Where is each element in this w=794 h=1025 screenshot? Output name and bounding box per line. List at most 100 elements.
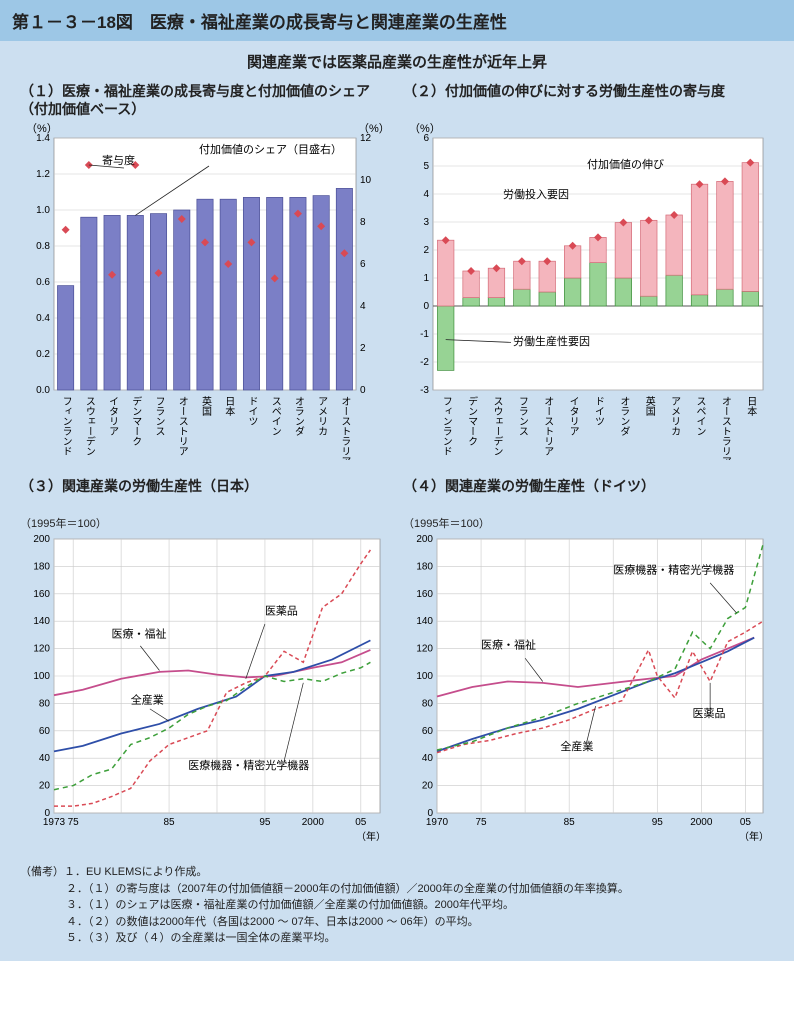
svg-text:0: 0 (360, 385, 366, 396)
panel-3-sub: （1995年＝100） (20, 515, 391, 531)
svg-text:4: 4 (423, 189, 429, 200)
svg-text:100: 100 (416, 671, 433, 682)
svg-text:100: 100 (33, 671, 50, 682)
figure-title: 第１－３－18図 医療・福祉産業の成長寄与と関連産業の生産性 (0, 0, 794, 41)
svg-text:200: 200 (416, 534, 433, 545)
svg-text:（年）: （年） (739, 830, 769, 843)
svg-text:60: 60 (39, 726, 51, 737)
svg-text:オーストラリア: オーストラリア (339, 396, 350, 460)
note-5: ５．（３）及び（４）の全産業は一国全体の産業平均。 (20, 930, 774, 947)
panel-4: （４）関連産業の労働生産性（ドイツ） （1995年＝100） 020406080… (397, 473, 780, 856)
svg-text:医薬品: 医薬品 (265, 605, 298, 618)
svg-text:オーストリア: オーストリア (176, 396, 187, 456)
svg-text:医療機器・精密光学機器: 医療機器・精密光学機器 (613, 563, 734, 577)
svg-text:日本: 日本 (223, 396, 235, 417)
svg-text:労働投入要因: 労働投入要因 (503, 187, 569, 201)
svg-text:2000: 2000 (690, 817, 713, 828)
svg-text:80: 80 (422, 699, 434, 710)
svg-text:フランス: フランス (153, 396, 164, 436)
svg-text:ドイツ: ドイツ (593, 396, 605, 426)
svg-text:-3: -3 (420, 385, 429, 396)
svg-text:2000: 2000 (302, 817, 325, 828)
svg-text:200: 200 (33, 534, 50, 545)
panel-2-chart: （%）-3-2-10123456フィンランドデンマークスウェーデンフランスオース… (403, 120, 774, 465)
svg-text:アメリカ: アメリカ (316, 396, 327, 436)
panel-4-chart: 0204060801001201401601802001970758595200… (403, 533, 774, 848)
svg-text:0.6: 0.6 (36, 277, 50, 288)
panel-4-sub: （1995年＝100） (403, 515, 774, 531)
svg-text:5: 5 (423, 161, 429, 172)
svg-text:6: 6 (423, 133, 429, 144)
svg-text:オランダ: オランダ (618, 396, 630, 436)
svg-text:（年）: （年） (356, 830, 386, 843)
svg-text:オランダ: オランダ (292, 396, 304, 436)
svg-text:フィンランド: フィンランド (440, 396, 451, 456)
svg-text:60: 60 (422, 726, 434, 737)
svg-text:0.8: 0.8 (36, 241, 50, 252)
svg-text:95: 95 (652, 817, 664, 828)
svg-text:6: 6 (360, 259, 366, 270)
svg-text:0: 0 (423, 301, 429, 312)
svg-text:95: 95 (259, 817, 271, 828)
svg-text:160: 160 (33, 589, 50, 600)
svg-text:英国: 英国 (200, 395, 212, 417)
svg-text:フランス: フランス (516, 396, 527, 436)
svg-text:全産業: 全産業 (131, 693, 164, 707)
note-1: （備考）１．EU KLEMSにより作成。 (20, 864, 774, 881)
svg-text:日本: 日本 (745, 396, 757, 417)
svg-text:1973: 1973 (43, 817, 66, 828)
svg-text:寄与度: 寄与度 (102, 153, 135, 167)
footnotes: （備考）１．EU KLEMSにより作成。 ２．（１）の寄与度は（2007年の付加… (0, 856, 794, 951)
svg-text:フィンランド: フィンランド (60, 396, 71, 456)
note-3: ３．（１）のシェアは医療・福祉産業の付加価値額／全産業の付加価値額。2000年代… (20, 897, 774, 914)
svg-text:140: 140 (416, 617, 433, 628)
svg-text:2: 2 (423, 245, 429, 256)
svg-text:4: 4 (360, 301, 366, 312)
svg-text:医療機器・精密光学機器: 医療機器・精密光学機器 (188, 759, 309, 773)
svg-text:120: 120 (416, 644, 433, 655)
svg-text:05: 05 (740, 817, 752, 828)
svg-text:医療・福祉: 医療・福祉 (481, 638, 536, 652)
svg-text:イタリア: イタリア (567, 396, 579, 436)
panel-3-title: （３）関連産業の労働生産性（日本） (20, 477, 391, 513)
svg-text:180: 180 (33, 562, 50, 573)
svg-text:1.2: 1.2 (36, 169, 50, 180)
svg-text:付加価値の伸び: 付加価値の伸び (587, 158, 664, 171)
svg-text:付加価値のシェア（目盛右）: 付加価値のシェア（目盛右） (199, 142, 342, 156)
note-2: ２．（１）の寄与度は（2007年の付加価値額－2000年の付加価値額）／2000… (20, 881, 774, 898)
svg-text:オーストラリア: オーストラリア (719, 396, 730, 460)
svg-text:スウェーデン: スウェーデン (491, 396, 503, 456)
svg-text:8: 8 (360, 217, 366, 228)
panel-3-chart: 0204060801001201401601802001973758595200… (20, 533, 391, 848)
svg-text:12: 12 (360, 133, 372, 144)
svg-text:1.4: 1.4 (36, 133, 50, 144)
svg-text:180: 180 (416, 562, 433, 573)
figure-subtitle: 関連産業では医薬品産業の生産性が近年上昇 (0, 41, 794, 78)
svg-text:140: 140 (33, 617, 50, 628)
svg-text:デンマーク: デンマーク (466, 395, 478, 446)
svg-text:労働生産性要因: 労働生産性要因 (513, 334, 590, 348)
svg-text:160: 160 (416, 589, 433, 600)
svg-text:40: 40 (422, 754, 434, 765)
svg-text:1: 1 (423, 273, 429, 284)
svg-text:アメリカ: アメリカ (669, 396, 680, 436)
panel-1-chart: （%）（%）0.00.20.40.60.81.01.21.4024681012フ… (20, 120, 391, 465)
svg-text:1970: 1970 (426, 817, 449, 828)
svg-text:2: 2 (360, 343, 366, 354)
svg-text:スウェーデン: スウェーデン (83, 396, 95, 456)
svg-text:1.0: 1.0 (36, 205, 50, 216)
svg-text:医療・福祉: 医療・福祉 (112, 627, 167, 641)
svg-text:全産業: 全産業 (560, 739, 593, 753)
panel-4-title: （４）関連産業の労働生産性（ドイツ） (403, 477, 774, 513)
svg-text:80: 80 (39, 699, 51, 710)
svg-text:スペイン: スペイン (694, 396, 706, 436)
figure-page: 第１－３－18図 医療・福祉産業の成長寄与と関連産業の生産性 関連産業では医薬品… (0, 0, 794, 961)
svg-text:0.4: 0.4 (36, 313, 50, 324)
svg-text:医薬品: 医薬品 (693, 707, 726, 720)
panels-grid: （１）医療・福祉産業の成長寄与度と付加価値のシェア（付加価値ベース） （%）（%… (0, 78, 794, 856)
svg-text:3: 3 (423, 217, 429, 228)
svg-text:デンマーク: デンマーク (130, 395, 142, 446)
svg-text:120: 120 (33, 644, 50, 655)
svg-text:0.2: 0.2 (36, 349, 50, 360)
svg-text:40: 40 (39, 754, 51, 765)
